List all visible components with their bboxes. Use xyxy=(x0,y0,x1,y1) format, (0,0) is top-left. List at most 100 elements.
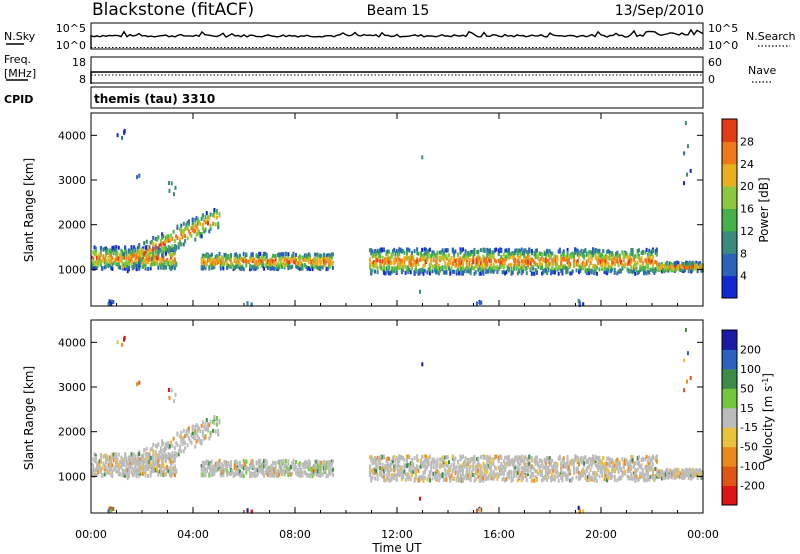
velocity-data-point xyxy=(381,454,384,459)
velocity-data-point xyxy=(319,460,322,465)
power-data-point xyxy=(303,253,306,258)
velocity-data-point xyxy=(101,466,104,471)
power-data-point xyxy=(405,251,408,256)
power-data-point xyxy=(409,260,412,265)
power-data-point xyxy=(482,258,485,263)
power-data-point xyxy=(157,252,160,257)
power-data-point xyxy=(395,265,398,270)
velocity-data-point xyxy=(110,467,113,472)
power-data-point xyxy=(578,303,581,308)
power-data-point xyxy=(307,252,310,257)
velocity-data-point xyxy=(144,471,147,476)
power-data-point xyxy=(637,270,640,275)
power-data-point xyxy=(490,269,493,274)
velocity-data-point xyxy=(612,460,615,465)
velocity-data-point xyxy=(198,426,201,431)
power-data-point xyxy=(592,248,595,253)
power-data-point xyxy=(663,264,666,269)
power-data-point xyxy=(493,258,496,263)
power-data-point xyxy=(170,266,173,271)
velocity-data-point xyxy=(566,474,569,479)
velocity-data-point xyxy=(533,478,536,483)
power-data-point xyxy=(203,229,206,234)
power-data-point xyxy=(519,266,522,271)
power-data-point xyxy=(683,268,686,273)
y-tick-label: 4000 xyxy=(58,129,86,142)
power-data-point xyxy=(92,266,95,271)
velocity-data-point xyxy=(586,477,589,482)
power-data-point xyxy=(297,261,300,266)
velocity-data-point xyxy=(546,455,549,460)
power-data-point xyxy=(476,250,479,255)
velocity-data-point xyxy=(176,442,179,447)
power-data-point xyxy=(144,259,147,264)
velocity-data-point xyxy=(449,478,452,483)
velocity-data-point xyxy=(566,454,569,459)
velocity-scatter xyxy=(91,327,704,515)
velocity-data-point xyxy=(528,454,531,459)
velocity-data-point xyxy=(439,457,442,462)
velocity-data-point xyxy=(627,466,630,471)
velocity-data-point xyxy=(548,456,551,461)
velocity-data-point xyxy=(448,470,450,475)
velocity-data-point xyxy=(293,463,296,468)
velocity-data-point xyxy=(468,459,471,464)
velocity-data-point xyxy=(439,462,442,467)
power-data-point xyxy=(112,260,115,265)
power-data-point xyxy=(376,258,379,263)
power-data-point xyxy=(214,257,217,262)
power-data-point xyxy=(487,257,490,262)
velocity-data-point xyxy=(149,464,152,469)
velocity-data-point xyxy=(574,457,577,462)
velocity-data-point xyxy=(423,475,426,480)
power-data-point xyxy=(325,257,328,262)
power-data-point xyxy=(432,264,435,269)
power-data-point xyxy=(389,259,392,264)
velocity-data-point xyxy=(133,469,136,474)
velocity-data-point xyxy=(242,466,245,471)
power-data-point xyxy=(641,261,644,266)
velocity-data-point xyxy=(660,472,663,477)
power-data-point xyxy=(486,247,489,252)
velocity-data-point xyxy=(254,467,257,472)
velocity-data-point xyxy=(646,469,649,474)
power-data-point xyxy=(152,242,155,247)
power-data-point xyxy=(97,258,100,263)
power-data-point xyxy=(630,257,633,262)
velocity-data-point xyxy=(119,472,122,477)
power-data-point xyxy=(599,262,602,267)
velocity-data-point xyxy=(94,472,97,477)
power-data-point xyxy=(371,268,374,273)
velocity-data-point xyxy=(184,446,187,451)
velocity-data-point xyxy=(91,468,93,473)
power-data-point xyxy=(150,259,153,264)
power-data-point xyxy=(170,181,173,186)
velocity-data-point xyxy=(500,471,503,476)
velocity-data-point xyxy=(389,466,392,471)
velocity-data-point xyxy=(515,471,518,476)
power-data-point xyxy=(99,259,102,264)
power-data-point xyxy=(115,245,118,250)
velocity-data-point xyxy=(562,460,565,465)
power-data-point xyxy=(594,249,597,254)
power-data-point xyxy=(403,250,406,255)
power-data-point xyxy=(478,264,481,269)
velocity-data-point xyxy=(224,460,227,465)
velocity-data-point xyxy=(326,473,329,478)
velocity-data-point xyxy=(491,473,494,478)
velocity-data-point xyxy=(448,460,450,465)
power-data-point xyxy=(641,249,644,254)
power-data-point xyxy=(432,258,435,263)
power-data-point xyxy=(207,215,210,220)
velocity-data-point xyxy=(325,473,328,478)
power-data-point xyxy=(483,249,486,254)
power-data-point xyxy=(541,265,544,270)
velocity-data-point xyxy=(180,430,183,435)
velocity-data-point xyxy=(400,477,403,482)
velocity-data-point xyxy=(476,467,479,472)
power-data-point xyxy=(154,251,157,256)
velocity-data-point xyxy=(264,464,267,469)
power-data-point xyxy=(520,247,523,252)
velocity-data-point xyxy=(487,459,490,464)
velocity-data-point xyxy=(372,471,375,476)
